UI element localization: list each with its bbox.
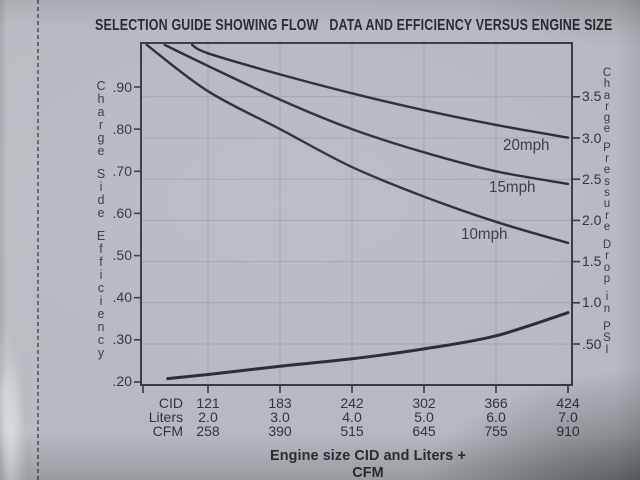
left-axis-tick-label: .30 [112, 331, 132, 348]
x-row-value: 910 [556, 422, 580, 439]
x-row-value: 6.0 [486, 408, 506, 425]
x-row-value: 7.0 [558, 408, 578, 425]
x-axis-title: Engine size CID and Liters + CFM [270, 447, 466, 480]
x-row-value: 5.0 [414, 408, 434, 425]
x-row-value: 121 [196, 395, 220, 411]
x-row-value: 258 [196, 422, 220, 439]
x-row-value: 755 [484, 422, 508, 439]
x-row-value: 4.0 [342, 408, 362, 425]
curve-efficiency-20mph [191, 43, 570, 139]
axis-title-letter: e [97, 144, 105, 158]
left-axis-tick-label: .20 [112, 373, 132, 390]
axis-title-letter: y [97, 346, 105, 360]
x-row-value: 302 [412, 395, 436, 411]
right-axis-tick-label: 1.0 [582, 294, 602, 311]
curve-label-15mph: 15mph [489, 179, 536, 196]
x-row-value: 3.0 [270, 408, 290, 425]
curve-efficiency-15mph [163, 43, 570, 186]
curve-label-10mph: 10mph [461, 226, 508, 243]
right-axis-tick-label: 3.0 [582, 129, 602, 146]
x-row-value: 645 [412, 422, 436, 439]
x-row-value: 242 [340, 395, 364, 411]
right-axis-tick-label: 2.0 [582, 211, 602, 228]
x-row-value: 390 [268, 422, 292, 439]
right-axis-tick-label: 2.5 [582, 170, 602, 187]
x-row-header-cid: CID [158, 395, 183, 411]
left-axis-tick-label: .90 [112, 78, 132, 95]
x-row-value: 424 [556, 395, 580, 411]
left-axis-tick-label: .50 [112, 247, 132, 264]
curve-charge-pressure-drop [166, 311, 570, 381]
left-axis-tick-label: .60 [112, 204, 132, 221]
right-axis-tick-label: 3.5 [582, 88, 602, 105]
left-axis-tick-label: .80 [112, 120, 132, 137]
left-axis-tick-label: .40 [112, 289, 132, 306]
axis-title-letter: p [603, 273, 611, 286]
x-row-value: 515 [340, 422, 364, 439]
x-row-value: 366 [484, 395, 508, 411]
x-row-value: 183 [268, 395, 292, 411]
axis-title-letter: u [603, 198, 611, 211]
right-axis-tick-label: .50 [582, 335, 602, 352]
curve-label-20mph: 20mph [503, 137, 550, 154]
x-row-header-cfm: CFM [152, 422, 183, 439]
right-axis-tick-label: 1.5 [582, 253, 602, 270]
left-axis-tick-label: .70 [112, 162, 132, 179]
x-row-header-liters: Liters [148, 408, 183, 425]
x-row-value: 2.0 [198, 408, 218, 425]
